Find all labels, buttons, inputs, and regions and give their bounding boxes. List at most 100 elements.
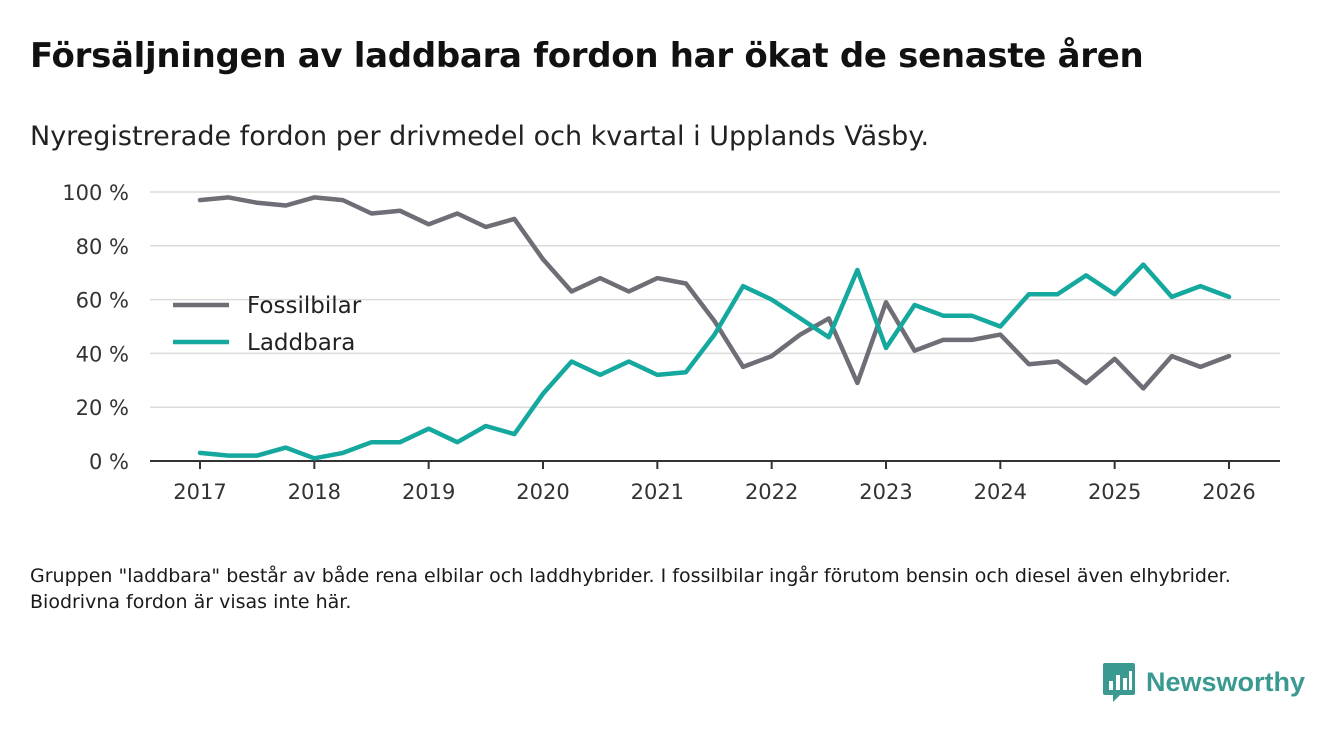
x-tick-label: 2021 (631, 480, 684, 504)
data-point (198, 198, 202, 202)
data-point (255, 201, 259, 205)
data-point (227, 195, 231, 199)
data-point (741, 284, 745, 288)
data-point (1113, 357, 1117, 361)
x-tick-label: 2025 (1088, 480, 1141, 504)
data-point (484, 424, 488, 428)
data-point (455, 440, 459, 444)
footnote: Gruppen "laddbara" består av både rena e… (30, 565, 1231, 613)
series-line-fossilbilar (197, 195, 1232, 391)
data-point (827, 335, 831, 339)
chart-subtitle: Nyregistrerade fordon per drivmedel och … (30, 121, 930, 152)
data-point (1227, 295, 1231, 299)
gridlines (150, 191, 1280, 408)
data-point (684, 281, 688, 285)
data-point (627, 290, 631, 294)
data-point (1056, 359, 1060, 363)
data-point (627, 359, 631, 363)
data-point (398, 440, 402, 444)
data-point (427, 427, 431, 431)
y-tick-label: 100 % (62, 181, 129, 205)
series-lines (197, 195, 1232, 461)
x-tick-label: 2026 (1202, 480, 1255, 504)
y-tick-label: 60 % (76, 289, 129, 313)
data-point (455, 212, 459, 216)
data-point (598, 373, 602, 377)
data-point (770, 354, 774, 358)
data-point (1056, 292, 1060, 296)
data-point (941, 314, 945, 318)
legend-label-laddbara: Laddbara (247, 330, 355, 356)
data-point (1227, 354, 1231, 358)
x-axis-ticks: 2017 2018 2019 2020 2021 2022 2023 2024 2025 2026 (150, 460, 1280, 504)
data-point (684, 370, 688, 374)
data-point (370, 440, 374, 444)
data-point (941, 338, 945, 342)
data-point (1170, 295, 1174, 299)
data-point (655, 276, 659, 280)
data-point (1084, 381, 1088, 385)
data-point (427, 222, 431, 226)
data-point (227, 454, 231, 458)
x-tick-label: 2018 (288, 480, 341, 504)
data-point (541, 392, 545, 396)
data-point (284, 446, 288, 450)
brand-name: Newsworthy (1146, 666, 1306, 697)
y-tick-label: 80 % (76, 235, 129, 259)
data-point (312, 195, 316, 199)
series-line-laddbara (197, 262, 1232, 461)
data-point (1084, 273, 1088, 277)
newsworthy-logo-icon (1103, 663, 1135, 702)
data-point (998, 325, 1002, 329)
data-point (913, 303, 917, 307)
x-tick-label: 2020 (516, 480, 569, 504)
data-point (1198, 365, 1202, 369)
data-point (770, 298, 774, 302)
data-point (1027, 362, 1031, 366)
x-tick-label: 2023 (859, 480, 912, 504)
x-tick-label: 2017 (173, 480, 226, 504)
data-point (1198, 284, 1202, 288)
data-point (884, 300, 888, 304)
data-point (855, 268, 859, 272)
data-point (998, 333, 1002, 337)
data-point (341, 198, 345, 202)
data-point (970, 338, 974, 342)
legend: Fossilbilar Laddbara (173, 293, 362, 356)
data-point (512, 432, 516, 436)
data-point (198, 451, 202, 455)
data-point (1027, 292, 1031, 296)
data-point (798, 316, 802, 320)
data-point (970, 314, 974, 318)
chart-title: Försäljningen av laddbara fordon har öka… (30, 36, 1144, 76)
data-point (541, 257, 545, 261)
data-point (741, 365, 745, 369)
data-point (398, 209, 402, 213)
data-point (913, 349, 917, 353)
y-tick-label: 40 % (76, 342, 129, 366)
x-tick-label: 2024 (974, 480, 1027, 504)
y-axis-ticks: 0 % 20 % 40 % 60 % 80 % 100 % (62, 181, 129, 474)
data-point (484, 225, 488, 229)
data-point (884, 346, 888, 350)
brand-logo[interactable]: Newsworthy (1102, 660, 1305, 704)
data-point (655, 373, 659, 377)
data-point (713, 319, 717, 323)
data-point (341, 451, 345, 455)
line-chart: 0 % 20 % 40 % 60 % 80 % 100 % 2017 2018 2019 202… (62, 181, 1280, 504)
x-tick-label: 2022 (745, 480, 798, 504)
data-point (798, 333, 802, 337)
data-point (312, 456, 316, 460)
y-tick-label: 20 % (76, 396, 129, 420)
data-point (1113, 292, 1117, 296)
data-point (570, 359, 574, 363)
data-point (855, 381, 859, 385)
data-point (827, 316, 831, 320)
data-point (1141, 386, 1145, 390)
data-point (598, 276, 602, 280)
y-tick-label: 0 % (89, 450, 129, 474)
data-point (1170, 354, 1174, 358)
data-point (255, 454, 259, 458)
data-point (512, 217, 516, 221)
data-point (1141, 263, 1145, 267)
